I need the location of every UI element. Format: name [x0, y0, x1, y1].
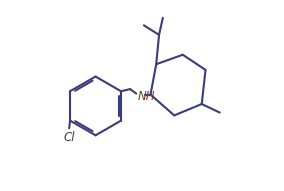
- Text: Cl: Cl: [63, 131, 75, 144]
- Text: NH: NH: [137, 90, 155, 103]
